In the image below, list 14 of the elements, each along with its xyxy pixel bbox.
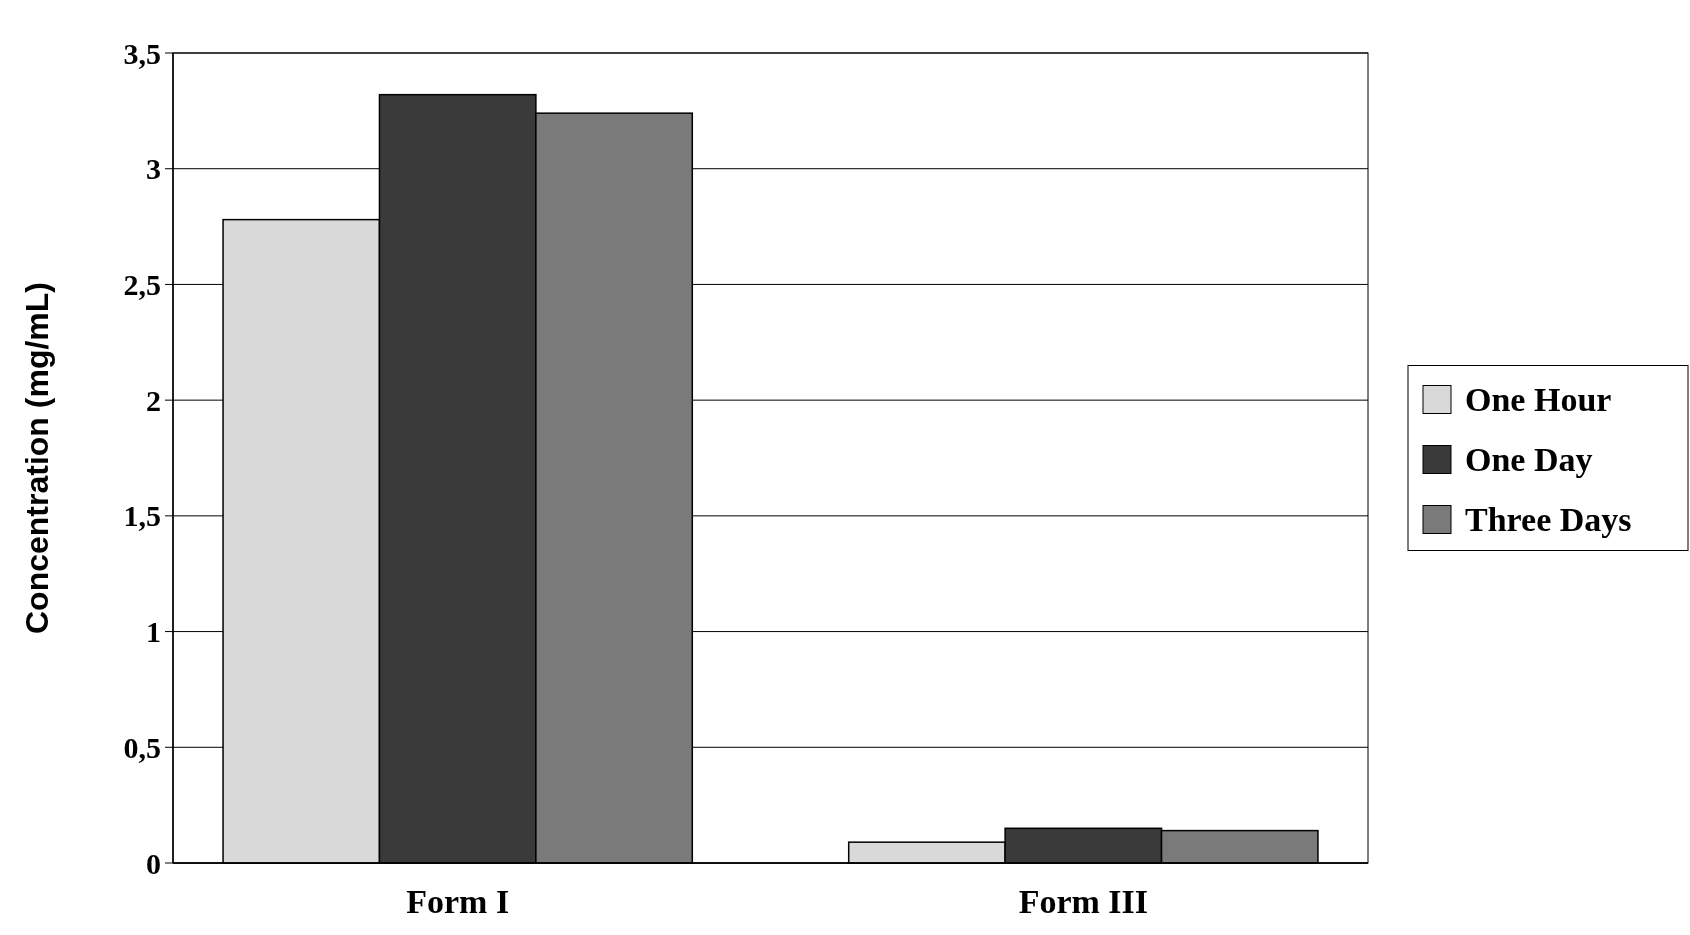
y-tick-label: 1,5 xyxy=(123,499,161,533)
x-tick-label: Form III xyxy=(1018,883,1149,920)
y-tick-label: 1 xyxy=(146,615,161,649)
x-tick-label: Form I xyxy=(406,883,510,920)
y-tick-label: 0 xyxy=(146,846,161,880)
y-tick-label: 2,5 xyxy=(123,267,161,301)
y-tick-label: 3 xyxy=(146,152,161,186)
y-tick-label: 3,5 xyxy=(123,36,161,70)
legend-label: Three Days xyxy=(1465,501,1632,539)
legend-label: One Day xyxy=(1465,441,1593,479)
y-tick-label: 2 xyxy=(146,383,161,417)
y-axis-title: Concentration (mg/mL) xyxy=(19,282,55,634)
legend-label: One Hour xyxy=(1465,381,1612,419)
y-tick-label: 0,5 xyxy=(123,730,161,764)
